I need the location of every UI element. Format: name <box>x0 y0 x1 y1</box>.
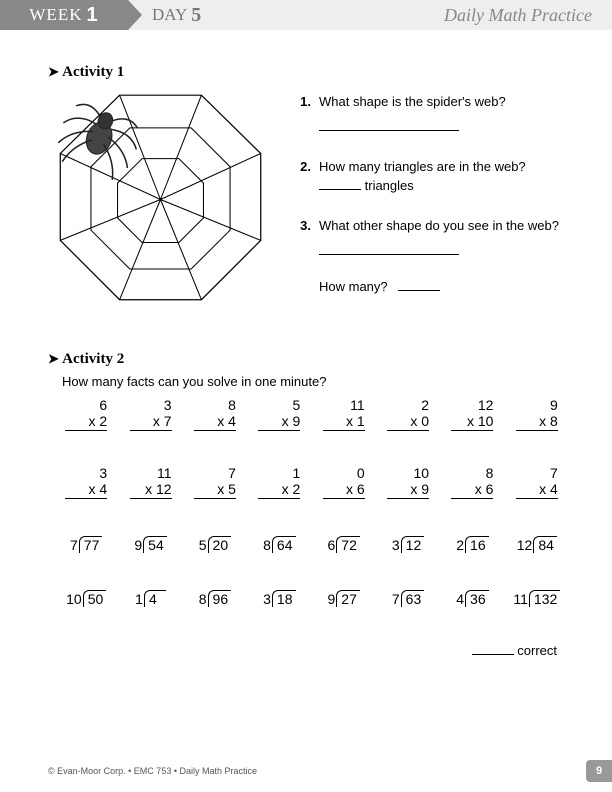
div-problem: 1284 <box>507 533 567 553</box>
question-number: 3. <box>295 217 311 297</box>
mult-problem: 7x 4 <box>507 465 567 499</box>
question-1: 1. What shape is the spider's web? <box>295 93 567 136</box>
answer-blank[interactable] <box>319 117 459 131</box>
mult-problem: 1x 2 <box>249 465 309 499</box>
div-problem: 520 <box>185 533 245 553</box>
div-problem: 672 <box>314 533 374 553</box>
mult-problem: 8x 4 <box>185 397 245 431</box>
question-text: What shape is the spider's web? <box>319 93 567 136</box>
activity-1-heading: Activity 1 <box>48 64 567 81</box>
week-tab: WEEK 1 <box>0 0 128 30</box>
question-2: 2. How many triangles are in the web? tr… <box>295 158 567 194</box>
div-problem: 11132 <box>507 587 567 607</box>
mult-problem: 10x 9 <box>378 465 438 499</box>
mult-problem: 6x 2 <box>56 397 116 431</box>
mult-problem: 3x 4 <box>56 465 116 499</box>
div-problem: 954 <box>120 533 180 553</box>
activity-2-subtitle: How many facts can you solve in one minu… <box>62 374 567 389</box>
correct-line: correct <box>48 643 557 658</box>
div-problem: 14 <box>120 587 180 607</box>
div-problem: 927 <box>314 587 374 607</box>
answer-blank[interactable] <box>319 241 459 255</box>
question-number: 1. <box>295 93 311 136</box>
mult-problem: 11x 12 <box>120 465 180 499</box>
mult-problem: 12x 10 <box>442 397 502 431</box>
answer-blank[interactable] <box>319 178 361 190</box>
spider-web-figure <box>48 87 273 312</box>
page-content: Activity 1 <box>0 30 612 658</box>
correct-blank[interactable] <box>472 643 514 655</box>
mult-problem: 7x 5 <box>185 465 245 499</box>
mult-problem: 8x 6 <box>442 465 502 499</box>
mult-problem: 2x 0 <box>378 397 438 431</box>
question-text: How many triangles are in the web? trian… <box>319 158 567 194</box>
div-problem: 436 <box>442 587 502 607</box>
activity-2-heading: Activity 2 <box>48 351 567 368</box>
day-area: DAY 5 <box>152 4 201 27</box>
div-problem: 763 <box>378 587 438 607</box>
div-problem: 1050 <box>56 587 116 607</box>
activity-1-questions: 1. What shape is the spider's web? 2. Ho… <box>295 87 567 319</box>
mult-problem: 9x 8 <box>507 397 567 431</box>
div-problem: 216 <box>442 533 502 553</box>
page-title: Daily Math Practice <box>444 5 592 26</box>
week-label: WEEK <box>29 5 82 25</box>
div-problem: 312 <box>378 533 438 553</box>
question-3: 3. What other shape do you see in the we… <box>295 217 567 297</box>
div-problem: 777 <box>56 533 116 553</box>
math-problems-grid: 6x 23x 78x 45x 911x 12x 012x 109x 83x 41… <box>56 397 567 607</box>
day-label: DAY <box>152 5 187 25</box>
mult-problem: 5x 9 <box>249 397 309 431</box>
day-number: 5 <box>191 4 201 27</box>
div-problem: 318 <box>249 587 309 607</box>
mult-problem: 0x 6 <box>314 465 374 499</box>
week-number: 1 <box>86 4 98 27</box>
answer-blank[interactable] <box>398 279 440 291</box>
activity-1-body: 1. What shape is the spider's web? 2. Ho… <box>48 87 567 319</box>
question-number: 2. <box>295 158 311 194</box>
question-text: What other shape do you see in the web? … <box>319 217 567 297</box>
page-number: 9 <box>586 760 612 782</box>
div-problem: 864 <box>249 533 309 553</box>
mult-problem: 11x 1 <box>314 397 374 431</box>
div-problem: 896 <box>185 587 245 607</box>
mult-problem: 3x 7 <box>120 397 180 431</box>
worksheet-header: WEEK 1 DAY 5 Daily Math Practice <box>0 0 612 30</box>
footer-copyright: © Evan-Moor Corp. • EMC 753 • Daily Math… <box>48 766 612 776</box>
